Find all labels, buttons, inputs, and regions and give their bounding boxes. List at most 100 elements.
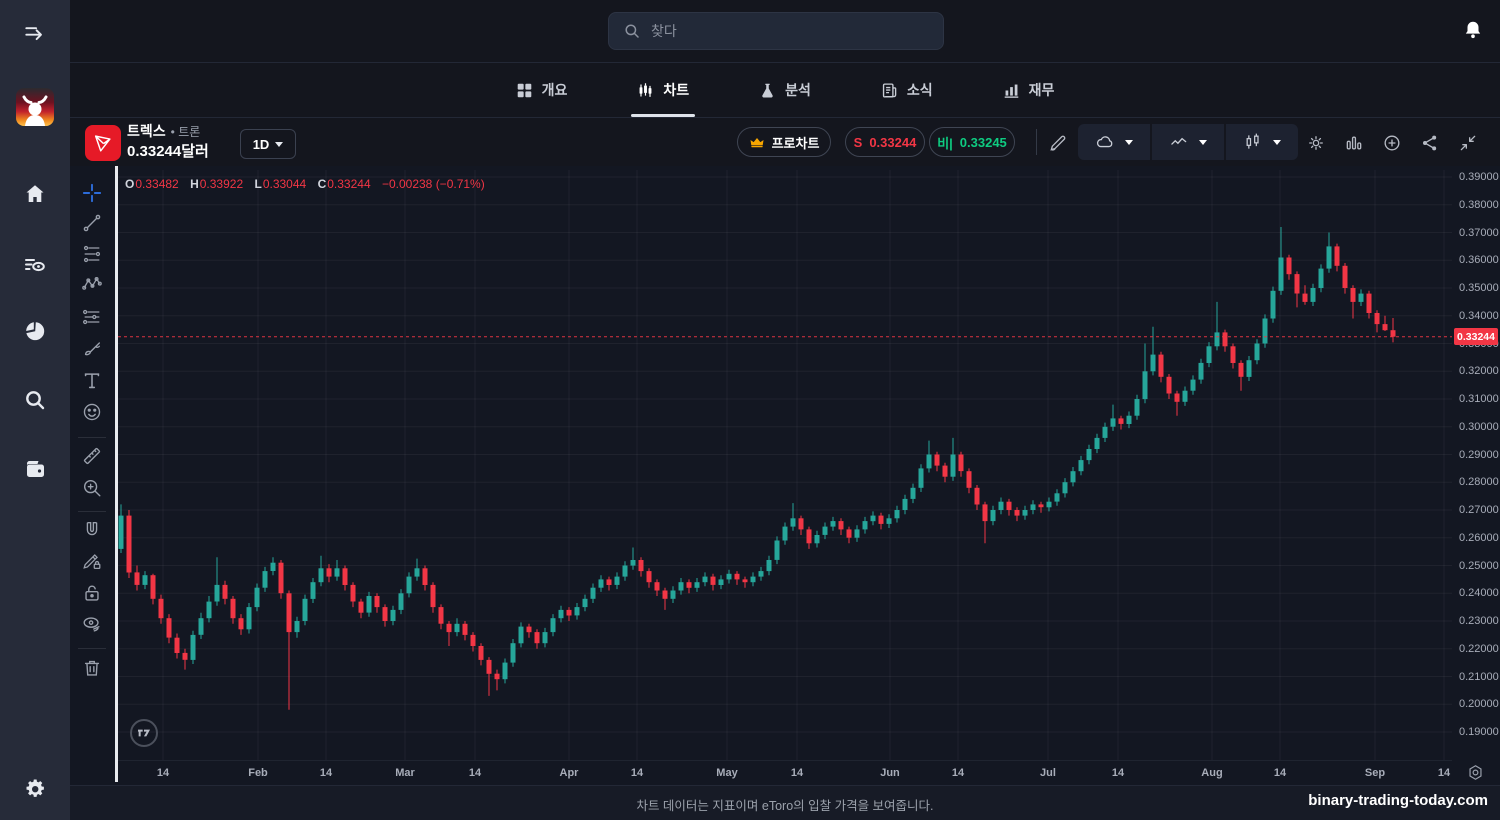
candle-body	[1206, 346, 1212, 363]
candle-body	[1230, 346, 1236, 363]
candle-body	[462, 623, 468, 635]
market-name: 트론	[178, 125, 201, 139]
menu-expand-icon[interactable]	[21, 18, 49, 46]
ohlc-legend: O0.33482 H0.33922 L0.33044 C0.33244 −0.0…	[125, 177, 485, 191]
search-input[interactable]: 찾다	[608, 12, 944, 50]
chart-style-line-dropdown[interactable]	[1152, 124, 1226, 160]
prochart-button[interactable]: 프로차트	[737, 127, 831, 157]
candle-body	[558, 609, 564, 619]
price-tick-label: 0.25000	[1459, 559, 1499, 572]
trend-line-tool-icon[interactable]	[80, 211, 104, 235]
candle-body	[742, 579, 748, 583]
chart-style-candles-dropdown[interactable]	[1226, 124, 1298, 160]
price-tick-label: 0.21000	[1459, 670, 1499, 683]
drawing-mode-lock-icon[interactable]	[80, 549, 104, 573]
notifications-bell-icon[interactable]	[1462, 19, 1486, 43]
share-icon[interactable]	[1418, 131, 1442, 155]
zoom-in-tool-icon[interactable]	[80, 476, 104, 500]
grid-icon	[517, 83, 531, 97]
price-axis[interactable]: 0.39000 0.38000 0.37000 0.36000 0.35000 0.340…	[1452, 170, 1500, 760]
settings-icon[interactable]	[22, 776, 48, 802]
pattern-tool-icon[interactable]	[80, 273, 104, 297]
crosshair-tool-icon[interactable]	[80, 181, 104, 205]
avatar[interactable]	[16, 88, 54, 126]
brush-tool-icon[interactable]	[80, 337, 104, 361]
remove-drawings-icon[interactable]	[80, 656, 104, 680]
candle-body	[1182, 390, 1188, 402]
symbol-name: 트렉스	[127, 123, 166, 139]
current-price-text: 0.33244달러	[127, 143, 209, 160]
candle-body	[1110, 418, 1116, 427]
magnet-tool-icon[interactable]	[80, 518, 104, 542]
candle-body	[1038, 504, 1044, 508]
hide-drawings-icon[interactable]	[80, 612, 104, 636]
sell-price-button[interactable]: S 0.33244	[845, 127, 925, 157]
buy-price-button[interactable]: 비| 0.33245	[929, 127, 1015, 157]
text-tool-icon[interactable]	[80, 369, 104, 393]
ruler-tool-icon[interactable]	[80, 444, 104, 468]
legend-open: 0.33482	[135, 177, 179, 191]
timeframe-dropdown[interactable]: 1D	[240, 129, 296, 159]
lock-drawings-icon[interactable]	[80, 581, 104, 605]
candle-body	[222, 584, 228, 599]
candle-body	[518, 626, 524, 644]
candle-body	[798, 518, 804, 530]
axis-settings-gear-icon[interactable]	[1466, 763, 1486, 783]
tradingview-logo[interactable]	[130, 719, 158, 747]
divider	[78, 648, 106, 649]
home-icon[interactable]	[22, 181, 48, 207]
candle-body	[406, 576, 412, 594]
candle-body	[1222, 332, 1228, 347]
candle-body	[1070, 471, 1076, 483]
tab-news[interactable]: 소식	[875, 63, 939, 117]
collapse-icon[interactable]	[1456, 131, 1480, 155]
time-tick-label: Jun	[880, 767, 900, 779]
tab-analysis[interactable]: 분석	[753, 63, 817, 117]
candle-body	[1054, 493, 1060, 502]
candle-body	[1278, 257, 1284, 291]
search-nav-icon[interactable]	[22, 387, 48, 413]
candle-body	[214, 584, 220, 602]
price-tick-label: 0.30000	[1459, 420, 1499, 433]
tab-financials[interactable]: 재무	[997, 63, 1061, 117]
draw-icon[interactable]	[1046, 131, 1070, 155]
tab-chart[interactable]: 차트	[631, 63, 695, 117]
fib-lines-tool-icon[interactable]	[80, 242, 104, 266]
candle-body	[710, 576, 716, 585]
price-tick-label: 0.26000	[1459, 531, 1499, 544]
toolbar-resize-handle[interactable]	[115, 166, 118, 782]
candle-body	[1014, 510, 1020, 516]
candlestick-chart[interactable]	[118, 170, 1452, 760]
portfolio-pie-icon[interactable]	[22, 318, 48, 344]
time-axis[interactable]: 14 Feb 14 Mar 14 Apr 14 May 14 Jun 14 Jul 14 Aug 14 Sep…	[118, 760, 1452, 786]
chevron-down-icon	[1125, 139, 1133, 145]
emoji-tool-icon[interactable]	[80, 400, 104, 424]
candle-body	[438, 607, 444, 624]
indicators-icon[interactable]	[1342, 131, 1366, 155]
candle-body	[374, 596, 380, 608]
candle-body	[198, 618, 204, 635]
watchlist-icon[interactable]	[22, 251, 48, 277]
candle-body	[1134, 399, 1140, 416]
add-compare-icon[interactable]	[1380, 131, 1404, 155]
candle-body	[454, 623, 460, 633]
candle-body	[958, 454, 964, 472]
save-layout-dropdown[interactable]	[1078, 124, 1152, 160]
wallet-icon[interactable]	[22, 456, 48, 482]
time-tick-label: 14	[319, 767, 333, 779]
candle-body	[174, 637, 180, 653]
price-tick-label: 0.22000	[1459, 642, 1499, 655]
time-tick-label: 14	[790, 767, 804, 779]
candle-body	[694, 582, 700, 588]
forecast-tool-icon[interactable]	[80, 305, 104, 329]
candle-body	[974, 487, 980, 505]
candle-body	[1118, 418, 1124, 424]
chart-settings-icon[interactable]	[1304, 131, 1328, 155]
price-tick-label: 0.38000	[1459, 198, 1499, 211]
data-disclaimer: 차트 데이터는 지표이며 eToro의 입찰 가격을 보여줍니다.	[636, 799, 934, 813]
price-tick-label: 0.31000	[1459, 393, 1499, 405]
price-tick-label: 0.28000	[1459, 476, 1499, 489]
tab-overview[interactable]: 개요	[510, 63, 574, 117]
candle-body	[134, 572, 140, 585]
candle-body	[638, 560, 644, 572]
